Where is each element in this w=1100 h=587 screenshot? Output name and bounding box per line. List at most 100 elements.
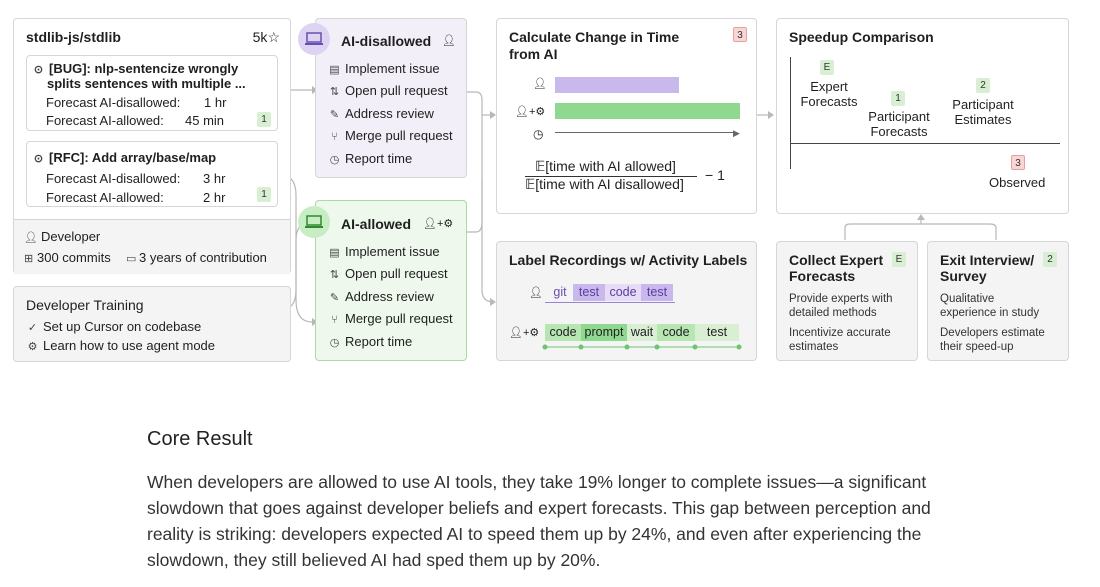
person-icon: 👤︎ bbox=[24, 232, 38, 244]
forecast-allowed-label: Forecast AI-allowed: bbox=[46, 190, 164, 205]
step-open-pr: ⇅ Open pull request bbox=[329, 266, 448, 281]
expert-badge: E bbox=[820, 60, 834, 75]
activity-test: test bbox=[641, 284, 673, 301]
laptop-icon bbox=[298, 206, 330, 238]
label-recordings-title: Label Recordings w/ Activity Labels bbox=[509, 252, 748, 268]
repo-stars: 5k☆ bbox=[253, 29, 280, 46]
step-implement: ▤ Implement issue bbox=[329, 61, 440, 76]
timeline-green bbox=[542, 344, 742, 350]
issue-title: ⊙ [RFC]: Add array/base/map bbox=[33, 150, 217, 165]
forecast-disallowed-value: 3 hr bbox=[203, 171, 226, 186]
exit-card-title-line1: Exit Interview/ bbox=[940, 252, 1035, 268]
ai-disallowed-card: AI-disallowed 👤︎ ▤ Implement issue ⇅ Open … bbox=[315, 18, 467, 178]
speedup-title: Speedup Comparison bbox=[789, 29, 934, 45]
step-review: ✎ Address review bbox=[329, 289, 434, 304]
step-merge: ⑂ Merge pull request bbox=[328, 128, 452, 143]
star-count: 5k bbox=[252, 29, 268, 45]
calendar-icon: ▭ bbox=[126, 253, 137, 265]
step-report: ◷ Report time bbox=[329, 334, 413, 349]
person-plus-robot-icon: 👤︎+⚙ bbox=[515, 106, 546, 118]
expert-card-title-line2: Forecasts bbox=[789, 268, 856, 284]
step-review: ✎ Address review bbox=[329, 106, 434, 121]
expert-forecasts-card: Collect Expert Forecasts E Provide exper… bbox=[776, 241, 918, 361]
pull-request-icon: ⇅ bbox=[329, 86, 340, 98]
step-report: ◷ Report time bbox=[329, 151, 413, 166]
exit-interview-card: Exit Interview/ Survey 2 Qualitative expe… bbox=[927, 241, 1069, 361]
exit-card-title-line2: Survey bbox=[940, 268, 987, 284]
edit-icon: ✎ bbox=[329, 109, 340, 121]
activity-prompt: prompt bbox=[581, 324, 627, 341]
training-card: Developer Training ✓ Set up Cursor on cod… bbox=[13, 286, 291, 362]
person-plus-robot-icon: 👤︎+⚙ bbox=[423, 218, 454, 230]
expert-forecasts-label: Expert Forecasts bbox=[800, 79, 858, 109]
person-icon: 👤︎ bbox=[533, 78, 547, 90]
training-title: Developer Training bbox=[26, 297, 144, 313]
step-implement: ▤ Implement issue bbox=[329, 244, 440, 259]
developer-section: 👤︎ Developer ⊞ 300 commits ▭ 3 years of con… bbox=[14, 219, 290, 274]
observed-label: Observed bbox=[989, 175, 1046, 190]
activity-test: test bbox=[695, 324, 739, 341]
participant-forecasts-badge: 1 bbox=[891, 91, 905, 106]
timeline-purple bbox=[545, 302, 675, 303]
developer-label: 👤︎ Developer bbox=[24, 229, 101, 244]
exit-note-qualitative: Qualitative experience in study bbox=[940, 293, 1040, 319]
years-contribution: ▭ 3 years of contribution bbox=[126, 250, 267, 265]
calc-title-line1: Calculate Change in Time bbox=[509, 29, 680, 45]
speedup-axis-vertical bbox=[790, 57, 791, 169]
forecast-disallowed-value: 1 hr bbox=[204, 95, 227, 110]
robot-icon: ⚙ bbox=[27, 341, 38, 353]
forecast-allowed-value: 45 min bbox=[185, 113, 225, 128]
observed-badge: 3 bbox=[733, 27, 747, 42]
activity-wait: wait bbox=[627, 324, 657, 341]
core-result-line2: slowdown that goes against developer bel… bbox=[147, 498, 931, 518]
expert-note-incentive: Incentivize accurate estimates bbox=[789, 327, 891, 353]
activity-code: code bbox=[545, 324, 581, 341]
commit-icon: ⊞ bbox=[24, 253, 34, 265]
allowed-time-bar bbox=[555, 103, 740, 119]
forecast-allowed-label: Forecast AI-allowed: bbox=[46, 113, 164, 128]
repo-name: stdlib-js/stdlib bbox=[26, 29, 121, 45]
speedup-axis-baseline bbox=[790, 143, 1060, 144]
participant-estimates-badge: 2 bbox=[1043, 252, 1057, 267]
participant-forecast-badge: 1 bbox=[257, 187, 271, 202]
activity-code: code bbox=[657, 324, 695, 341]
time-axis-arrow: ▶ bbox=[733, 128, 740, 138]
laptop-icon bbox=[298, 23, 330, 55]
ai-allowed-card: AI-allowed 👤︎+⚙ ▤ Implement issue ⇅ Open p… bbox=[315, 200, 467, 361]
forecast-disallowed-label: Forecast AI-disallowed: bbox=[46, 171, 181, 186]
issue-title: ⊙ [BUG]: nlp-sentencize wrongly bbox=[33, 61, 239, 76]
clock-icon: ◷ bbox=[329, 337, 340, 349]
disallowed-time-bar bbox=[555, 77, 679, 93]
clock-icon: ◷ bbox=[533, 127, 544, 141]
issue-open-icon: ⊙ bbox=[33, 153, 44, 165]
issue-title-cont: splits sentences with multiple ... bbox=[47, 76, 246, 91]
exit-note-speedup: Developers estimate their speed-up bbox=[940, 327, 1045, 353]
check-icon: ✓ bbox=[27, 322, 38, 334]
expert-card-title-line1: Collect Expert bbox=[789, 252, 884, 268]
merge-icon: ⑂ bbox=[331, 131, 338, 143]
pull-request-icon: ⇅ bbox=[329, 269, 340, 281]
merge-icon: ⑂ bbox=[331, 314, 338, 326]
activity-code: code bbox=[605, 284, 641, 301]
repo-card: stdlib-js/stdlib 5k☆ ⊙ [BUG]: nlp-sentenc… bbox=[13, 18, 291, 274]
issue-open-icon: ⊙ bbox=[33, 64, 44, 76]
edit-icon: ✎ bbox=[329, 292, 340, 304]
formula-minus-one: − 1 bbox=[705, 167, 725, 183]
participant-forecasts-label: Participant Forecasts bbox=[868, 109, 930, 139]
clock-icon: ◷ bbox=[329, 154, 340, 166]
activity-test: test bbox=[573, 284, 605, 301]
participant-estimates-label: Participant Estimates bbox=[952, 97, 1014, 127]
label-recordings-card: Label Recordings w/ Activity Labels 👤︎ g… bbox=[496, 241, 757, 361]
core-result-line3: reality is striking: developers expected… bbox=[147, 524, 922, 544]
expert-badge: E bbox=[892, 252, 906, 267]
time-axis bbox=[555, 132, 735, 133]
formula-fraction-bar bbox=[525, 176, 697, 177]
issue-card-bug: ⊙ [BUG]: nlp-sentencize wrongly splits se… bbox=[26, 55, 278, 131]
person-icon: 👤︎ bbox=[442, 35, 456, 47]
file-icon: ▤ bbox=[329, 247, 340, 259]
issue-card-rfc: ⊙ [RFC]: Add array/base/map Forecast AI-d… bbox=[26, 141, 278, 207]
observed-badge: 3 bbox=[1011, 155, 1025, 170]
ai-allowed-title: AI-allowed bbox=[341, 216, 412, 232]
calculate-change-card: Calculate Change in Time from AI 3 👤︎ 👤︎… bbox=[496, 18, 757, 214]
person-icon: 👤︎ bbox=[529, 287, 543, 299]
